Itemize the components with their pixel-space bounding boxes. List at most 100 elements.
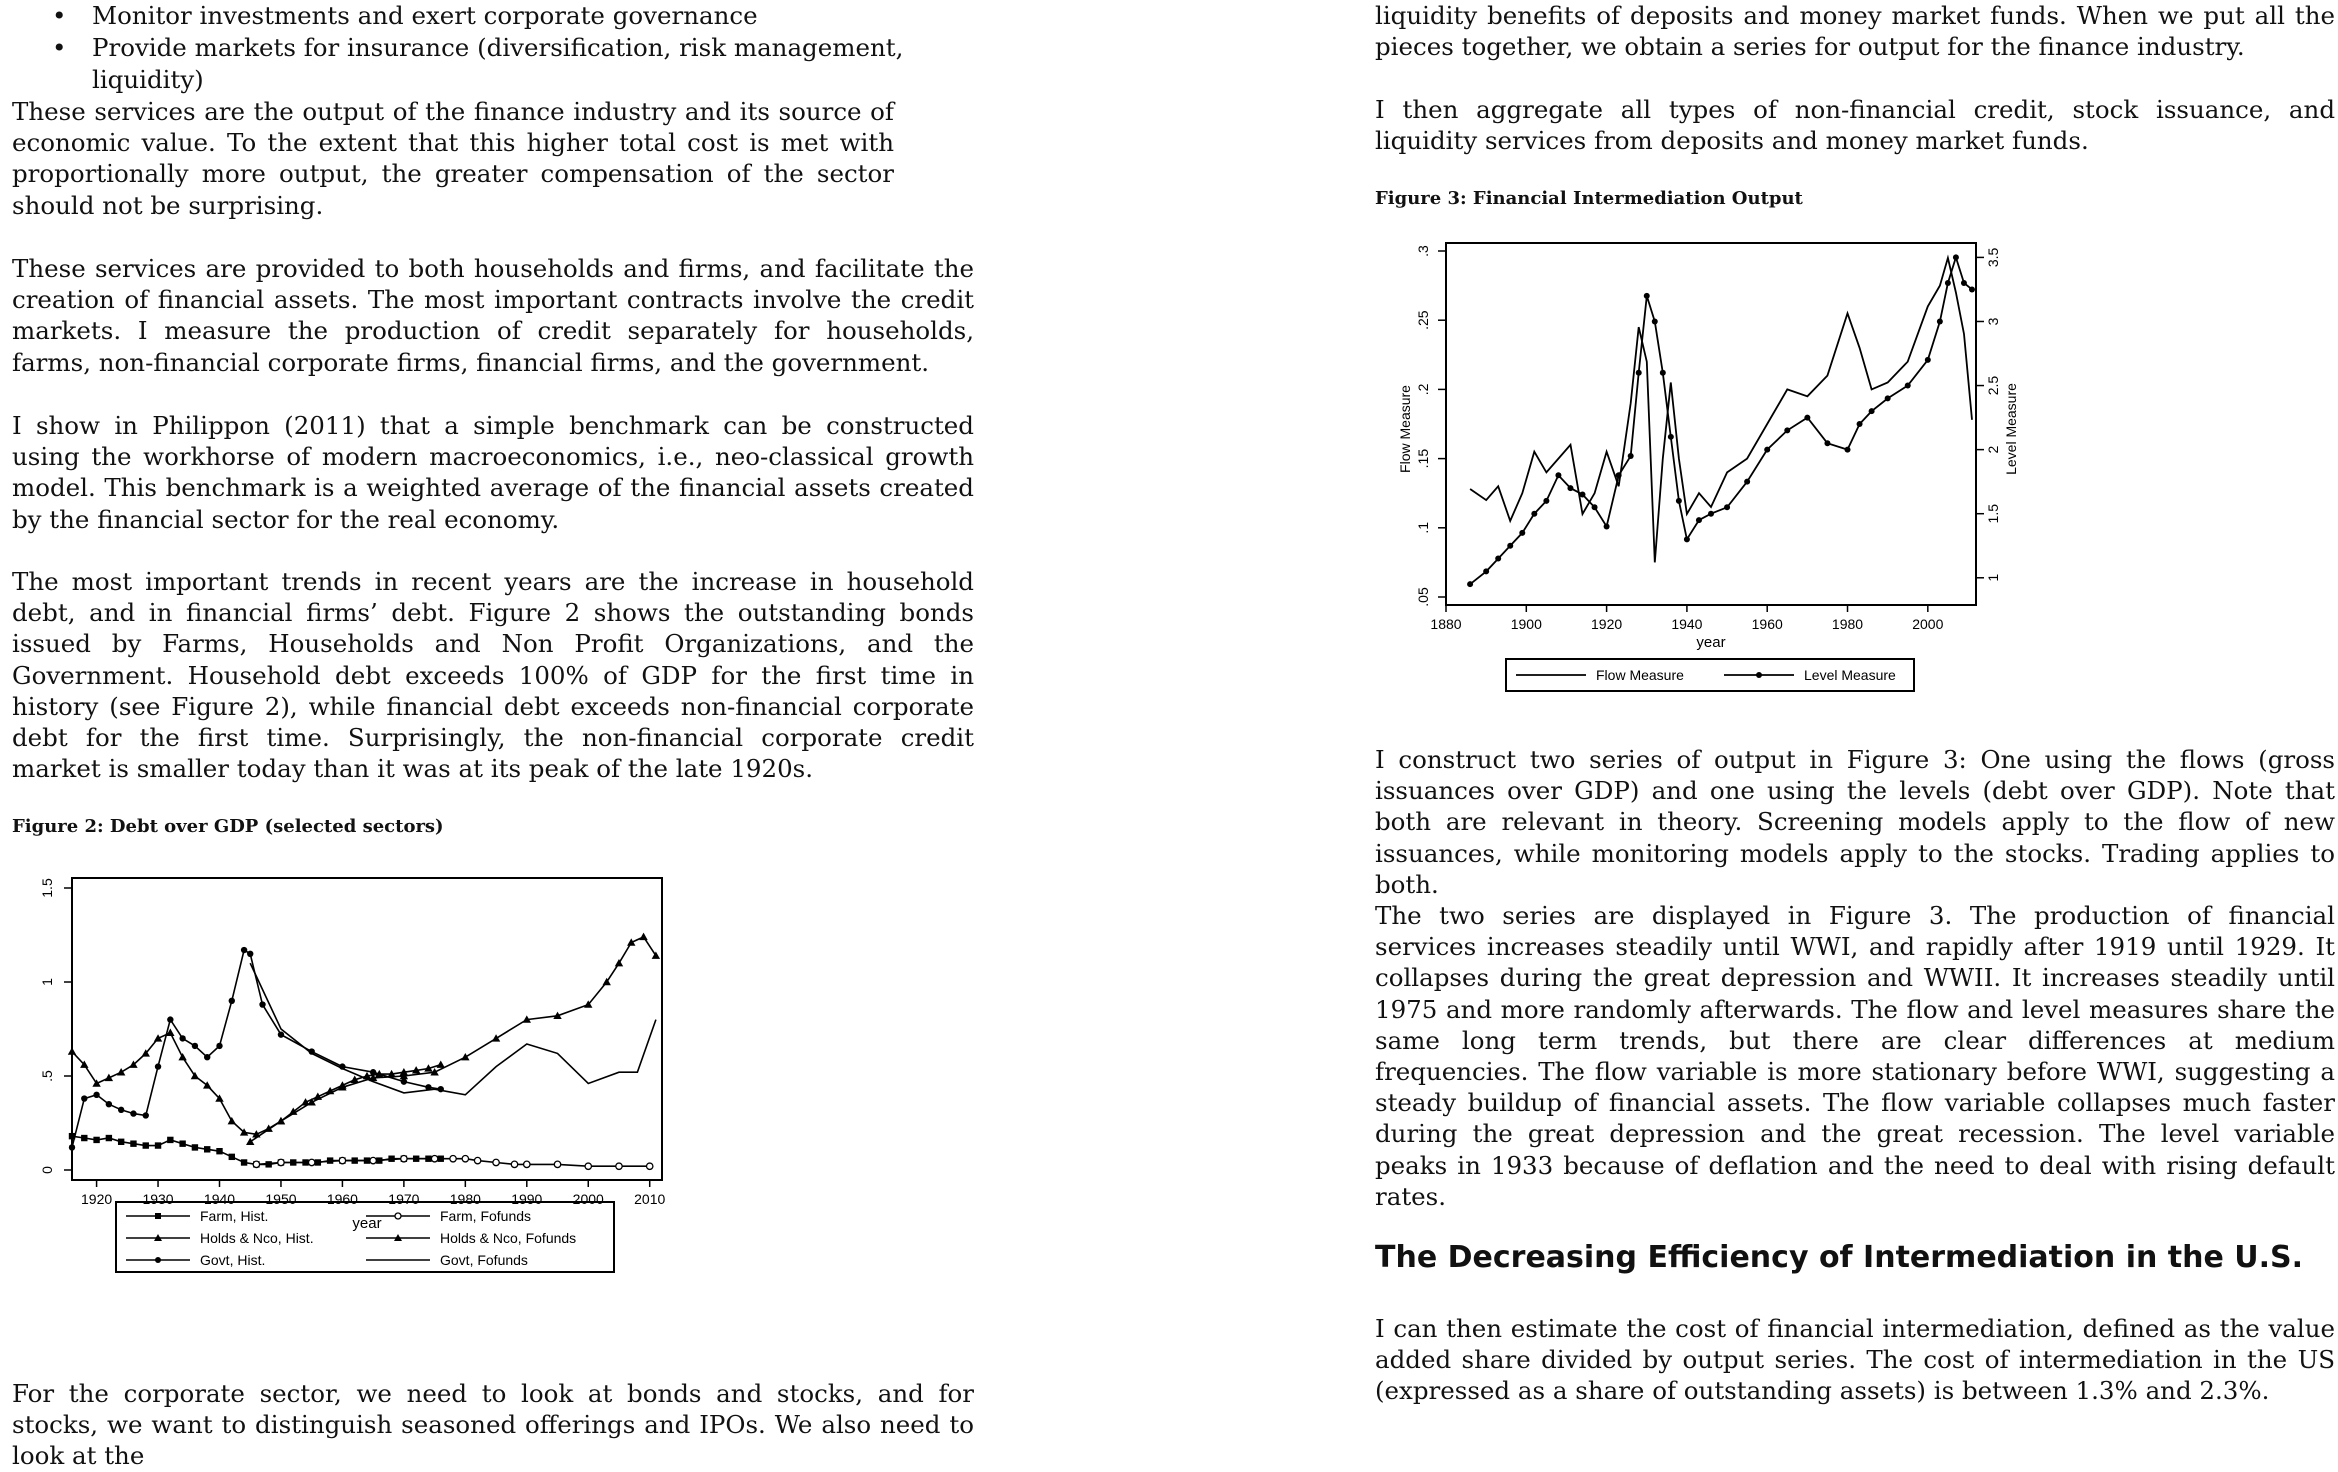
data-point [1495,555,1502,562]
data-point [425,1084,432,1091]
data-point [179,1035,186,1042]
left-column: Monitor investments and exert corporate … [12,0,977,1470]
data-point [1519,529,1526,536]
data-point [338,1083,347,1091]
data-point [651,951,661,959]
legend-label: Farm, Fofunds [440,1208,531,1224]
data-point [399,1068,409,1076]
data-point [1531,510,1538,517]
data-point [277,1158,285,1167]
legend-entry: Govt, Fofunds [366,1252,528,1268]
x-tick-label: 1920 [81,1191,112,1207]
data-point [240,1159,248,1166]
data-point [130,1140,137,1147]
data-point [215,1094,224,1102]
data-point [154,1063,162,1070]
y-axis-label: Flow Measure [1397,385,1413,473]
y-right-tick-label: 3 [1985,317,2001,325]
data-point [227,1116,236,1125]
series-holds-nco-fofunds [246,932,661,1145]
paragraph: I can then estimate the cost of financia… [1375,1314,2335,1406]
data-point [130,1110,137,1117]
data-point [1924,356,1931,363]
x-tick-label: 1940 [204,1191,235,1207]
data-point [430,1068,439,1076]
data-point [461,1053,470,1061]
series-level-measure [1467,254,1975,588]
data-point [239,1128,249,1136]
data-point [1591,504,1598,511]
data-point [142,1142,149,1149]
x-tick-label: 1940 [1671,616,1702,632]
data-point [1627,453,1634,460]
data-point [216,1042,223,1050]
legend: Flow Measure Level Measure [1505,658,1915,692]
x-tick-label: 1950 [265,1191,296,1207]
data-point [387,1069,396,1078]
data-point [216,1148,223,1155]
paragraph: These services are the output of the fin… [12,97,894,220]
data-point [105,1101,113,1108]
data-point [1764,446,1771,453]
x-tick-label: 1930 [142,1191,173,1207]
data-point [1635,369,1642,376]
data-point [424,1064,433,1072]
data-point [155,1257,161,1263]
x-tick-label: 1960 [327,1191,358,1207]
y-right-tick-label: 2.5 [1985,376,2001,396]
series-holds-nco-hist- [67,1028,445,1138]
data-point [602,977,611,986]
figure-3-caption: Figure 3: Financial Intermediation Outpu… [1375,188,1803,209]
data-point [639,932,648,941]
legend-label: Level Measure [1804,667,1896,683]
series-govt-hist- [68,946,444,1151]
plot-frame [1445,242,1977,606]
legend-entry: Farm, Fofunds [366,1208,531,1224]
paragraph: I then aggregate all types of non-financ… [1375,95,2335,156]
data-point [584,1000,593,1008]
paragraph: For the corporate sector, we need to loo… [12,1379,974,1471]
data-point [553,1160,562,1169]
data-point [627,938,636,946]
y-tick-label: .2 [1415,383,1431,395]
data-point [247,950,254,957]
x-tick-label: 1900 [1511,616,1542,632]
legend-entry: Flow Measure [1516,667,1684,683]
y-right-tick-label: 3.5 [1985,247,2001,267]
data-point [204,1054,211,1061]
data-point [1667,433,1674,440]
data-point [276,1116,286,1125]
data-point [105,1134,113,1142]
data-point [240,946,248,954]
data-point [1708,510,1714,517]
data-point [307,1098,316,1106]
data-point [1804,414,1811,421]
x-tick-label: 2010 [634,1191,665,1207]
series-line [71,1031,442,1136]
data-point [307,1158,316,1167]
data-point [68,1132,76,1140]
figure-2-chart: 0 .5 1 1.5 1920 1930 1940 1950 1960 1970 1980 1990… [39,877,665,1273]
data-point [400,1078,408,1085]
paragraph: The two series are displayed in Figure 3… [1375,901,2335,1211]
bullet-item: Monitor investments and exert corporate … [12,0,977,32]
y-tick-label: .5 [39,1070,55,1082]
data-point [301,1098,310,1106]
y-axis-right-label: Level Measure [2003,383,2019,475]
paragraph: I show in Philippon (2011) that a simple… [12,411,974,534]
x-tick-label: 1980 [450,1191,481,1207]
data-point [191,1042,199,1050]
x-tick-label: 1990 [511,1191,542,1207]
x-tick-label: 1880 [1430,616,1461,632]
data-point [473,1156,482,1165]
legend: Farm, Hist. Farm, Fofunds Holds & Nco, His… [115,1201,615,1273]
data-point [167,1016,174,1023]
data-point [1724,504,1731,511]
data-point [394,1212,402,1220]
data-point [1615,472,1622,479]
data-point [1844,446,1851,453]
legend-entry: Holds & Nco, Hist. [126,1230,314,1246]
data-point [246,1137,255,1145]
y-right-tick-label: 1 [1985,574,2001,582]
data-point [178,1053,187,1061]
